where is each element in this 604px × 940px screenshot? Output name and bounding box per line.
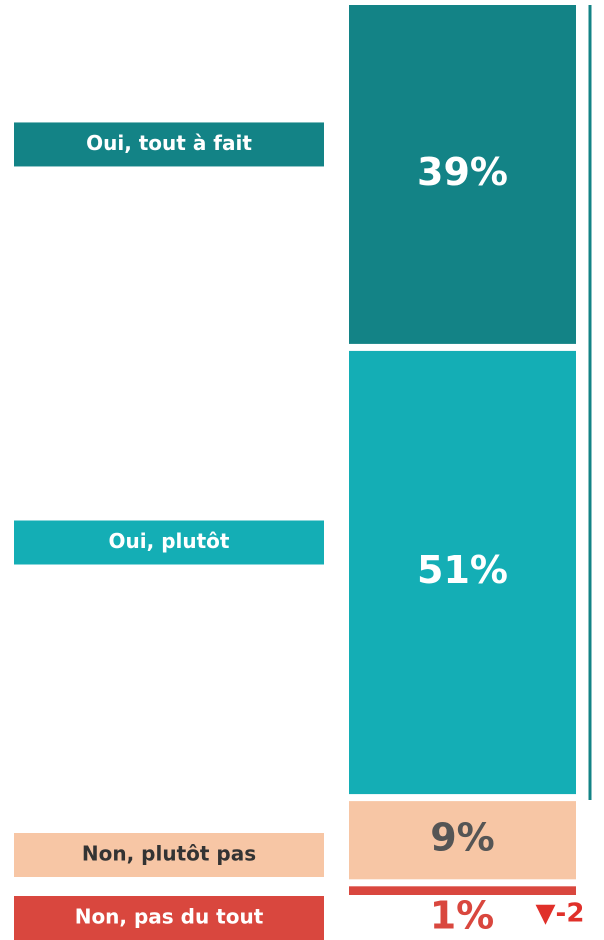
category-box: [14, 122, 324, 167]
bar-segment: [349, 350, 576, 795]
bar-segment: [349, 801, 576, 880]
value-label: 1%: [430, 894, 495, 938]
category-box: [14, 520, 324, 565]
delta-annotation: ▼-2: [536, 899, 585, 929]
bar-segment: [349, 5, 576, 344]
value-label: 39%: [417, 150, 508, 194]
value-label: 9%: [430, 816, 495, 860]
bar-segment: [349, 886, 576, 895]
category-label: Non, plutôt pas: [82, 842, 256, 866]
category-label: Oui, tout à fait: [86, 131, 252, 155]
category-label: Non, pas du tout: [75, 905, 264, 929]
category-box: [14, 896, 324, 940]
category-label: Oui, plutôt: [109, 529, 230, 553]
value-label: 51%: [417, 548, 508, 592]
category-box: [14, 833, 324, 877]
